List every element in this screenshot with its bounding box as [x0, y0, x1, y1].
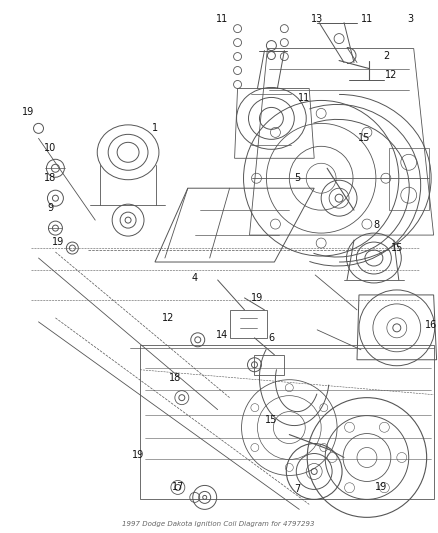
Text: 10: 10: [44, 143, 57, 154]
Text: 17: 17: [171, 482, 184, 492]
Text: 1: 1: [152, 123, 158, 133]
Text: 9: 9: [47, 203, 53, 213]
Text: 12: 12: [161, 313, 174, 323]
Text: 6: 6: [268, 333, 274, 343]
Text: 5: 5: [293, 173, 300, 183]
Text: 1997 Dodge Dakota Ignition Coil Diagram for 4797293: 1997 Dodge Dakota Ignition Coil Diagram …: [122, 521, 314, 527]
Text: 7: 7: [293, 484, 300, 495]
Text: 11: 11: [297, 93, 310, 103]
Text: 15: 15: [265, 415, 277, 425]
Text: 11: 11: [215, 14, 227, 23]
Text: 8: 8: [373, 220, 379, 230]
Text: 19: 19: [22, 108, 35, 117]
Text: 2: 2: [383, 51, 389, 61]
Text: 12: 12: [384, 70, 396, 80]
Text: 19: 19: [374, 482, 386, 492]
Text: 19: 19: [251, 293, 263, 303]
Text: 15: 15: [357, 133, 369, 143]
Text: 11: 11: [360, 14, 372, 23]
Text: 13: 13: [311, 14, 322, 23]
Text: 3: 3: [407, 14, 413, 23]
Text: 16: 16: [424, 320, 436, 330]
Text: 19: 19: [131, 449, 144, 459]
Text: 14: 14: [215, 330, 227, 340]
Text: 19: 19: [52, 237, 64, 247]
Text: 4: 4: [191, 273, 198, 283]
Text: 15: 15: [390, 243, 402, 253]
Text: 18: 18: [44, 173, 57, 183]
Text: 18: 18: [168, 373, 180, 383]
